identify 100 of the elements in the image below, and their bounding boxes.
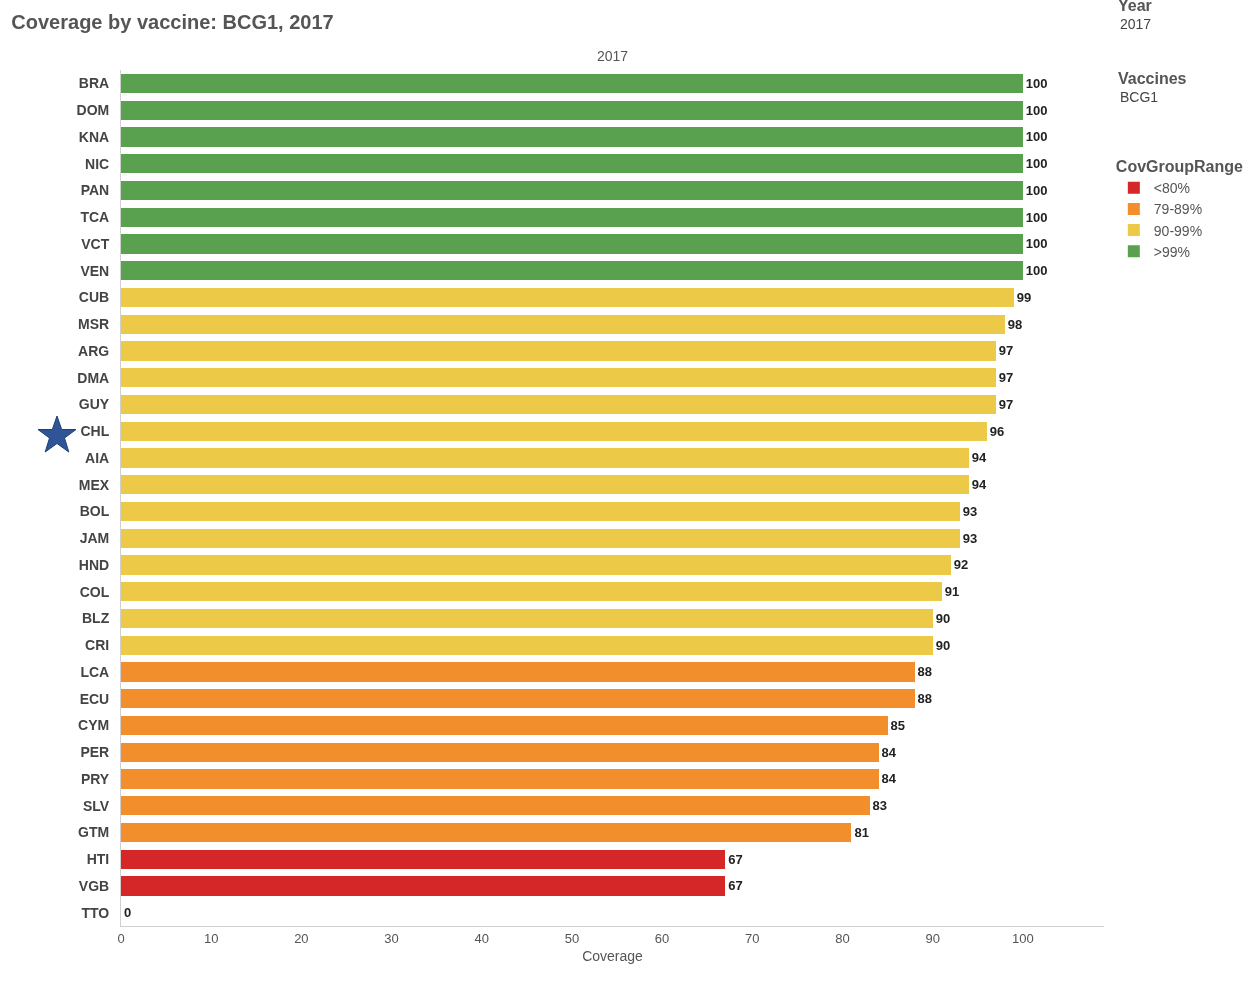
y-tick-label: HND: [78, 556, 110, 573]
y-tick-label: CHL: [80, 423, 110, 440]
data-label: 99: [1016, 289, 1032, 305]
data-label: 90: [935, 610, 951, 626]
data-label: 100: [1025, 209, 1048, 225]
y-tick-label: VEN: [80, 262, 110, 279]
y-tick-label: CUB: [78, 289, 110, 306]
data-label: 97: [998, 396, 1014, 412]
y-tick-label: PER: [80, 744, 110, 761]
bar: [121, 582, 942, 602]
data-label: 67: [728, 878, 743, 894]
y-tick-label: BOL: [79, 503, 110, 520]
data-label: 100: [1025, 236, 1048, 252]
x-tick-label: 90: [925, 930, 940, 946]
bar: [121, 207, 1023, 227]
y-tick-label: TTO: [81, 904, 110, 921]
bar: [121, 475, 969, 495]
bar: [121, 234, 1023, 254]
bar: [121, 368, 996, 388]
bar: [121, 528, 960, 548]
data-label: 94: [971, 477, 987, 493]
data-label: 97: [998, 370, 1014, 386]
data-label: 94: [971, 450, 987, 466]
x-tick-label: 30: [384, 930, 399, 946]
bar: [121, 501, 960, 522]
y-tick-label: DOM: [76, 102, 110, 119]
data-label: 84: [881, 771, 897, 787]
bar: [121, 341, 996, 361]
bar: [121, 180, 1023, 201]
bar: [121, 394, 996, 415]
x-tick-label: 10: [203, 930, 219, 946]
bar: [121, 876, 726, 896]
x-tick-label: 20: [294, 930, 309, 946]
data-label: 100: [1025, 129, 1048, 145]
y-tick-label: PRY: [80, 770, 110, 787]
text: 2017: [1120, 16, 1152, 32]
y-tick-label: BRA: [78, 75, 110, 92]
y-tick-label: COL: [79, 583, 110, 600]
y-tick-label: AIA: [85, 449, 110, 466]
y-tick-label: DMA: [77, 369, 110, 386]
text: BCG1: [1120, 89, 1159, 105]
x-tick-label: 80: [835, 930, 850, 946]
y-tick-label: GUY: [78, 396, 110, 413]
y-tick-label: JAM: [79, 530, 110, 547]
y-tick-label: LCA: [80, 663, 110, 680]
y-tick-label: ECU: [79, 690, 110, 707]
data-label: 100: [1025, 263, 1048, 279]
bar: [121, 608, 933, 629]
bar: [121, 421, 987, 441]
bar: [121, 555, 951, 575]
data-label: 81: [854, 824, 869, 840]
data-label: 93: [962, 530, 978, 546]
y-tick-label: CYM: [78, 717, 110, 734]
y-tick-label: BLZ: [81, 610, 110, 627]
data-label: 88: [917, 691, 933, 707]
legend-title: CovGroupRange: [1115, 158, 1244, 176]
y-tick-label: NIC: [85, 155, 110, 172]
data-label: 67: [728, 851, 743, 867]
y-tick-label: KNA: [78, 128, 110, 145]
bar: [121, 261, 1023, 281]
y-tick-label: ARG: [78, 342, 110, 359]
y-tick-label: TCA: [80, 209, 110, 226]
data-label: 93: [962, 503, 978, 519]
data-label: 88: [917, 664, 933, 680]
x-tick-label: 40: [474, 930, 489, 946]
x-tick-label: 70: [745, 930, 760, 946]
y-tick-label: GTM: [78, 824, 110, 841]
bar: [121, 742, 879, 762]
text: 2017: [597, 48, 629, 64]
bar: [121, 769, 879, 789]
bar: [121, 154, 1023, 174]
data-label: 96: [989, 423, 1005, 439]
x-axis-title: Coverage: [582, 947, 644, 964]
x-tick-label: 100: [1011, 930, 1034, 946]
bar: [121, 796, 870, 816]
bar: [121, 448, 969, 468]
y-tick-label: SLV: [83, 797, 110, 814]
x-tick-label: 50: [564, 930, 580, 946]
data-label: 0: [124, 905, 132, 921]
data-label: 100: [1025, 75, 1048, 91]
x-tick-label: 0: [117, 930, 125, 946]
data-label: 97: [998, 343, 1014, 359]
legend-label: <80%: [1153, 180, 1191, 197]
data-label: 100: [1025, 182, 1048, 198]
bar: [121, 715, 888, 736]
data-label: 84: [881, 744, 897, 760]
bar: [121, 100, 1023, 120]
legend-label: >99%: [1153, 243, 1191, 260]
text: Year: [1118, 0, 1152, 14]
bar: [121, 287, 1014, 308]
bar: [121, 662, 915, 682]
y-tick-label: PAN: [80, 182, 110, 199]
bar: [121, 635, 933, 655]
bar: [121, 849, 726, 869]
y-tick-label: CRI: [85, 637, 110, 654]
data-label: 90: [935, 637, 951, 653]
data-label: 91: [944, 584, 960, 600]
x-tick-label: 60: [654, 930, 670, 946]
y-tick-label: HTI: [86, 851, 110, 868]
bar: [121, 689, 915, 709]
